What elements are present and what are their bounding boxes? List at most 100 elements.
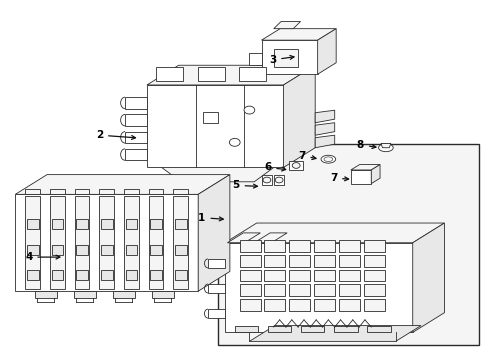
Polygon shape (315, 123, 334, 135)
Bar (75, 189, 89, 194)
Bar (51, 270, 63, 280)
Bar (333, 326, 357, 332)
Bar (289, 240, 310, 252)
Bar (264, 255, 285, 267)
Ellipse shape (324, 157, 332, 162)
Bar (173, 196, 188, 289)
Polygon shape (261, 175, 272, 185)
Ellipse shape (378, 144, 392, 152)
Circle shape (275, 177, 283, 183)
Polygon shape (35, 291, 57, 298)
Bar (289, 255, 310, 267)
Polygon shape (147, 65, 315, 85)
Bar (50, 196, 64, 289)
Polygon shape (207, 284, 224, 293)
Polygon shape (261, 29, 335, 40)
Text: 6: 6 (264, 162, 285, 172)
Polygon shape (315, 135, 334, 148)
Bar (203, 112, 217, 123)
Bar (234, 326, 258, 332)
Bar (75, 196, 89, 289)
Bar (27, 244, 39, 255)
Bar (150, 270, 162, 280)
Polygon shape (113, 291, 135, 298)
Bar (338, 284, 359, 296)
Polygon shape (224, 243, 412, 332)
Bar (314, 240, 334, 252)
Bar (175, 270, 186, 280)
Bar (124, 196, 139, 289)
Bar (51, 219, 63, 229)
Bar (175, 244, 186, 255)
Bar (148, 196, 163, 289)
Bar (99, 189, 114, 194)
Bar (289, 161, 303, 170)
Polygon shape (147, 85, 283, 167)
Ellipse shape (321, 155, 335, 163)
Polygon shape (315, 110, 334, 123)
Bar (264, 284, 285, 296)
Bar (239, 299, 260, 311)
Bar (125, 244, 137, 255)
Text: 7: 7 (329, 173, 348, 183)
Polygon shape (249, 53, 261, 65)
Bar (125, 270, 137, 280)
Text: 5: 5 (232, 180, 257, 190)
Polygon shape (239, 67, 265, 81)
Polygon shape (261, 40, 317, 74)
Bar (50, 189, 64, 194)
Polygon shape (15, 194, 198, 291)
Bar (289, 284, 310, 296)
Bar (239, 255, 260, 267)
Bar (363, 240, 384, 252)
Bar (27, 270, 39, 280)
Circle shape (292, 163, 300, 168)
Bar (99, 196, 114, 289)
Polygon shape (198, 67, 224, 81)
Polygon shape (380, 143, 390, 148)
Polygon shape (125, 132, 147, 143)
Polygon shape (227, 233, 260, 243)
Bar (338, 240, 359, 252)
Polygon shape (15, 175, 229, 194)
Polygon shape (350, 170, 370, 184)
Bar (267, 326, 291, 332)
Bar (363, 284, 384, 296)
Polygon shape (161, 148, 305, 182)
Bar (25, 196, 40, 289)
Bar (173, 189, 188, 194)
Bar (314, 299, 334, 311)
Polygon shape (412, 223, 444, 332)
Bar (150, 219, 162, 229)
Polygon shape (207, 309, 224, 318)
Bar (363, 270, 384, 282)
Bar (273, 49, 298, 67)
Bar (338, 299, 359, 311)
Polygon shape (283, 65, 315, 167)
Circle shape (229, 138, 240, 146)
Bar (76, 270, 88, 280)
Bar (363, 255, 384, 267)
Bar (314, 284, 334, 296)
Bar (314, 255, 334, 267)
Text: 1: 1 (198, 213, 223, 222)
Polygon shape (273, 22, 300, 29)
Bar (239, 284, 260, 296)
Bar (338, 255, 359, 267)
Bar (148, 189, 163, 194)
Polygon shape (74, 291, 96, 298)
Polygon shape (207, 259, 224, 268)
Text: 4: 4 (25, 252, 60, 262)
Bar (363, 299, 384, 311)
Polygon shape (125, 97, 147, 109)
Bar (217, 144, 478, 345)
Bar (76, 219, 88, 229)
Text: 7: 7 (298, 150, 315, 161)
Polygon shape (198, 175, 229, 291)
Bar (289, 270, 310, 282)
Circle shape (204, 113, 215, 121)
Bar (76, 244, 88, 255)
Polygon shape (350, 165, 379, 170)
Circle shape (263, 177, 270, 183)
Text: 8: 8 (356, 140, 375, 150)
